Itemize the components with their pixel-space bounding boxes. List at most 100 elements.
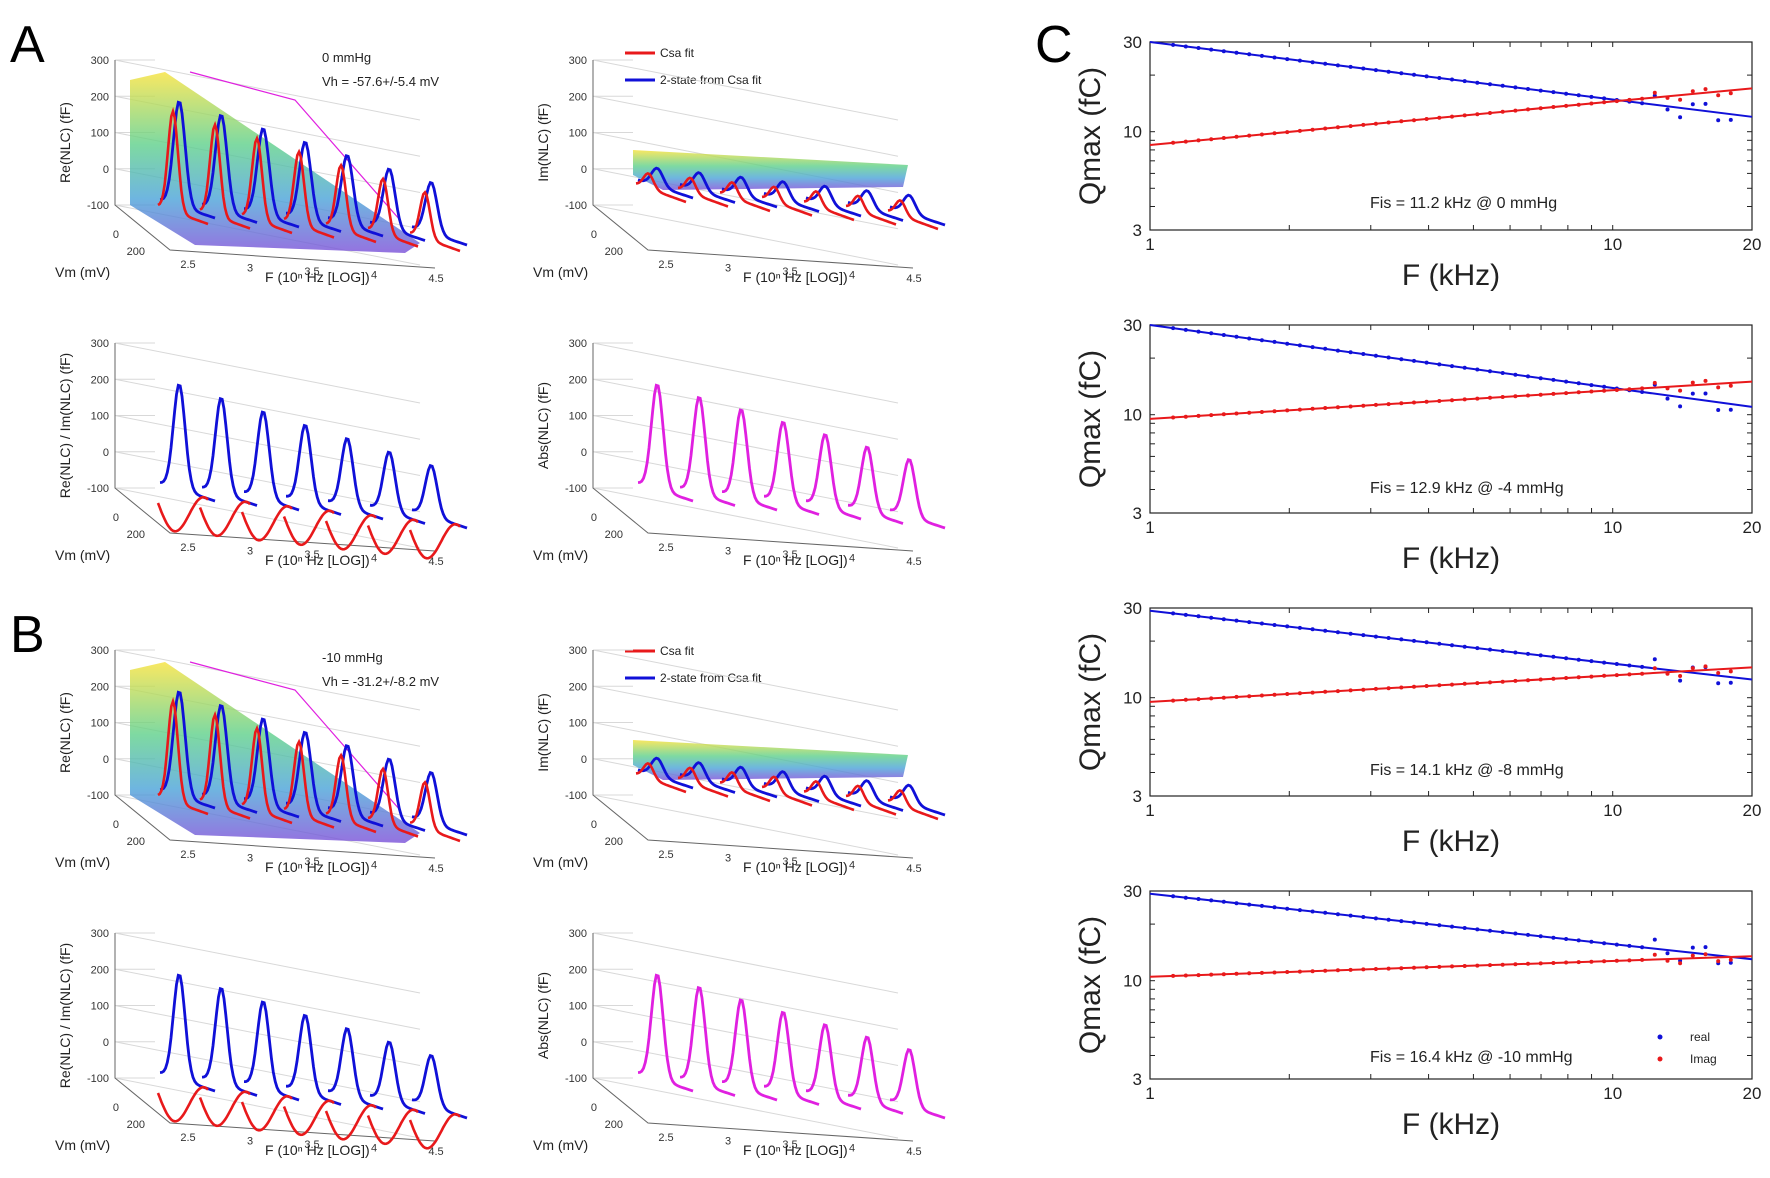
x-axis-label: F (10ⁿ Hz [LOG]) bbox=[265, 552, 370, 568]
3d-panel-b-re: 300 200 100 0 -100 200 0 2.5 3 3.5 4 4.5 Vm (mV) F (1… bbox=[55, 645, 468, 875]
nlc-curve bbox=[411, 770, 468, 837]
data-point bbox=[1602, 388, 1607, 393]
data-point bbox=[1386, 402, 1391, 407]
data-point bbox=[1678, 678, 1683, 683]
data-point bbox=[1716, 93, 1721, 98]
x-tick-label: 3.5 bbox=[304, 266, 319, 278]
data-point bbox=[1627, 943, 1632, 948]
z-axis-label: Im(NLC) (fF) bbox=[535, 693, 551, 772]
grid-line bbox=[114, 968, 421, 1030]
data-point bbox=[1437, 115, 1442, 120]
data-point bbox=[1171, 611, 1176, 616]
y-axis-label: Vm (mV) bbox=[533, 264, 588, 280]
data-point bbox=[1221, 333, 1226, 337]
data-point bbox=[1310, 627, 1315, 632]
data-point bbox=[1272, 55, 1277, 60]
surface-edge bbox=[189, 661, 401, 811]
x-tick-label: 2.5 bbox=[180, 259, 195, 271]
data-point bbox=[1310, 909, 1315, 914]
nlc-curve bbox=[159, 100, 216, 220]
data-point bbox=[1272, 623, 1277, 627]
data-point bbox=[1399, 919, 1404, 924]
data-point bbox=[1437, 76, 1442, 80]
y-tick-label: 3 bbox=[1133, 787, 1142, 806]
data-point bbox=[1285, 130, 1290, 135]
data-point bbox=[1500, 930, 1505, 935]
nlc-curve bbox=[637, 166, 694, 200]
nlc-curve bbox=[721, 175, 778, 209]
nlc-curve bbox=[327, 154, 384, 238]
data-point bbox=[1361, 352, 1366, 356]
nlc-curve bbox=[805, 433, 862, 521]
data-point bbox=[1488, 111, 1492, 115]
data-point bbox=[1652, 937, 1657, 942]
data-point bbox=[1551, 105, 1556, 109]
nlc-curve bbox=[369, 1040, 426, 1115]
data-point bbox=[1602, 959, 1607, 964]
data-point bbox=[1513, 372, 1518, 377]
fit-curve bbox=[282, 1099, 335, 1137]
data-point bbox=[1513, 394, 1518, 399]
data-point bbox=[1272, 970, 1277, 975]
data-point bbox=[1183, 414, 1188, 419]
x-tick-label: 20 bbox=[1743, 235, 1762, 254]
x-tick-label: 20 bbox=[1743, 518, 1762, 537]
x-tick-label: 4.5 bbox=[428, 273, 443, 285]
x-tick-label: 2.5 bbox=[180, 849, 195, 861]
data-point bbox=[1297, 691, 1302, 696]
axis-box bbox=[114, 60, 436, 269]
data-point bbox=[1728, 117, 1733, 122]
data-point bbox=[1234, 134, 1239, 139]
grid-line bbox=[592, 451, 899, 513]
data-point bbox=[1221, 412, 1226, 417]
data-point bbox=[1652, 666, 1657, 671]
data-point bbox=[1437, 923, 1442, 928]
data-point bbox=[1348, 124, 1353, 129]
data-point bbox=[1247, 133, 1252, 138]
data-point bbox=[1716, 681, 1721, 686]
grid-line bbox=[592, 1077, 899, 1139]
3d-panel-a-abs: 300 200 100 0 -100 200 0 2.5 3 3.5 4 4.5 Vm (mV) F (1… bbox=[533, 338, 946, 568]
fit-curve bbox=[283, 738, 335, 829]
fit-curve bbox=[325, 752, 377, 834]
z-axis-label: Re(NLC) (fF) bbox=[57, 102, 73, 183]
x-axis-label: F (kHz) bbox=[1402, 542, 1500, 575]
data-point bbox=[1475, 963, 1480, 968]
data-point bbox=[1576, 675, 1581, 680]
fit-curve bbox=[635, 171, 687, 204]
grid-line bbox=[592, 1005, 899, 1066]
data-point bbox=[1728, 91, 1733, 96]
nlc-curve bbox=[763, 770, 820, 803]
x-tick-label: 4.5 bbox=[906, 863, 921, 875]
data-point bbox=[1513, 931, 1518, 936]
data-point bbox=[1386, 966, 1391, 971]
data-point bbox=[1500, 83, 1505, 88]
data-point bbox=[1450, 643, 1454, 648]
data-point bbox=[1183, 44, 1188, 49]
nlc-curve bbox=[637, 973, 694, 1093]
legend-label-csa-b: Csa fit bbox=[660, 644, 695, 658]
y-axis-label: Vm (mV) bbox=[533, 1137, 588, 1153]
data-point bbox=[1209, 898, 1214, 903]
data-point bbox=[1665, 107, 1670, 112]
data-point bbox=[1716, 671, 1721, 675]
legend-label-2state-a: 2-state from Csa fit bbox=[660, 73, 762, 87]
data-point bbox=[1602, 660, 1607, 665]
x-tick-label: 1 bbox=[1145, 235, 1154, 254]
data-point bbox=[1247, 410, 1252, 415]
data-point bbox=[1589, 389, 1594, 394]
x-tick-label: 3 bbox=[247, 1136, 253, 1148]
legend-label-2state-b: 2-state from Csa fit bbox=[660, 671, 762, 685]
y-axis-label: Vm (mV) bbox=[533, 854, 588, 870]
data-point bbox=[1348, 688, 1353, 693]
y-tick-label: 10 bbox=[1123, 123, 1142, 142]
legend-real-label: real bbox=[1690, 1030, 1710, 1044]
data-point bbox=[1386, 917, 1391, 922]
data-point bbox=[1373, 121, 1378, 126]
data-point bbox=[1488, 82, 1492, 87]
data-point bbox=[1513, 85, 1518, 90]
data-point bbox=[1526, 932, 1530, 937]
fit-curve bbox=[677, 176, 729, 208]
data-point bbox=[1183, 327, 1188, 332]
nlc-curve bbox=[369, 167, 426, 242]
